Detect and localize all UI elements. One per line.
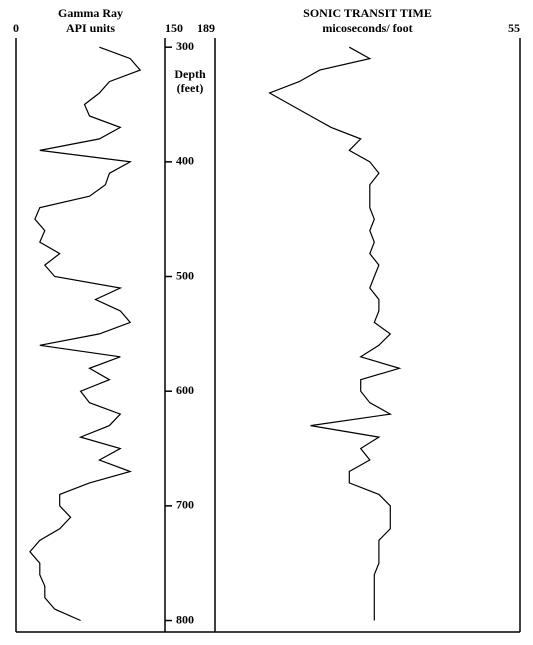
- depth-unit: (feet): [177, 81, 204, 95]
- track-subtitle: API units: [66, 21, 115, 35]
- x-tick-label: 189: [197, 21, 215, 35]
- y-tick-label: 700: [176, 498, 194, 512]
- track-title: SONIC TRANSIT TIME: [303, 6, 432, 20]
- log-curve: [268, 46, 402, 621]
- x-tick-label: 0: [13, 21, 19, 35]
- y-tick-label: 600: [176, 383, 194, 397]
- x-tick-label: 150: [165, 21, 183, 35]
- y-tick-label: 500: [176, 268, 194, 282]
- track-subtitle: micoseconds/ foot: [322, 21, 412, 35]
- y-tick-label: 400: [176, 154, 194, 168]
- y-tick-label: 800: [176, 612, 194, 626]
- depth-label: Depth: [174, 67, 206, 81]
- log-curve: [29, 46, 142, 622]
- y-tick-label: 300: [176, 39, 194, 53]
- track-title: Gamma Ray: [58, 6, 123, 20]
- x-tick-label: 55: [508, 21, 520, 35]
